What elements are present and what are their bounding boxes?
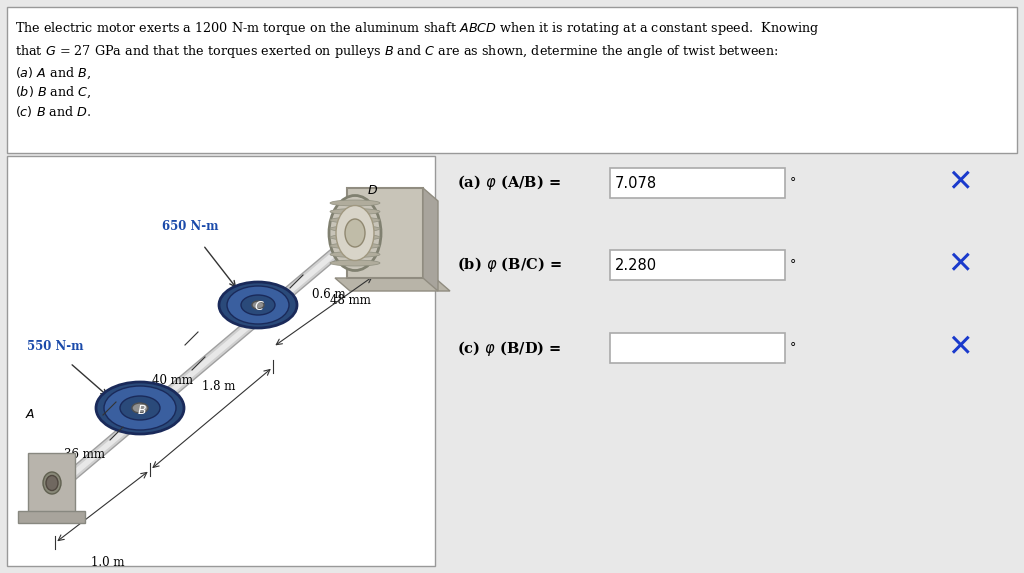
Ellipse shape	[330, 252, 380, 257]
Text: (a) $\varphi$ (A/B) =: (a) $\varphi$ (A/B) =	[457, 174, 561, 193]
Text: 1.0 m: 1.0 m	[91, 556, 124, 569]
Text: ✕: ✕	[947, 250, 973, 280]
Ellipse shape	[330, 209, 380, 214]
Ellipse shape	[252, 301, 264, 309]
Ellipse shape	[96, 382, 184, 434]
Polygon shape	[347, 188, 423, 278]
Ellipse shape	[43, 472, 61, 494]
Text: 40 mm: 40 mm	[152, 375, 193, 387]
Ellipse shape	[330, 226, 380, 231]
Text: 7.078: 7.078	[615, 175, 657, 190]
Text: 0.6 m: 0.6 m	[311, 288, 345, 301]
Text: 48 mm: 48 mm	[330, 293, 371, 307]
Polygon shape	[423, 188, 438, 291]
FancyBboxPatch shape	[610, 250, 785, 280]
Text: ✕: ✕	[947, 168, 973, 198]
Ellipse shape	[329, 195, 381, 270]
Ellipse shape	[219, 282, 297, 328]
Ellipse shape	[241, 295, 275, 315]
FancyBboxPatch shape	[7, 7, 1017, 153]
Text: °: °	[790, 176, 797, 190]
Text: $(a)$ $A$ and $B$,: $(a)$ $A$ and $B$,	[15, 66, 91, 81]
Ellipse shape	[104, 386, 176, 430]
Text: that $G$ = 27 GPa and that the torques exerted on pulleys $B$ and $C$ are as sho: that $G$ = 27 GPa and that the torques e…	[15, 43, 778, 60]
Text: (b) $\varphi$ (B/C) =: (b) $\varphi$ (B/C) =	[457, 256, 562, 274]
Ellipse shape	[330, 200, 380, 206]
FancyBboxPatch shape	[610, 168, 785, 198]
Ellipse shape	[227, 286, 289, 324]
Text: 2.280: 2.280	[615, 257, 657, 273]
Text: (c) $\varphi$ (B/D) =: (c) $\varphi$ (B/D) =	[457, 339, 561, 358]
Text: ✕: ✕	[947, 333, 973, 363]
Text: 1.8 m: 1.8 m	[203, 380, 236, 393]
Ellipse shape	[46, 476, 58, 490]
Text: $A$: $A$	[25, 409, 35, 422]
Polygon shape	[335, 278, 450, 291]
Text: 550 N-m: 550 N-m	[27, 340, 83, 353]
Ellipse shape	[330, 243, 380, 249]
Text: $(c)$ $B$ and $D$.: $(c)$ $B$ and $D$.	[15, 104, 91, 119]
Text: The electric motor exerts a 1200 N-m torque on the aluminum shaft $\mathit{ABCD}: The electric motor exerts a 1200 N-m tor…	[15, 20, 819, 37]
Text: °: °	[790, 342, 797, 355]
Polygon shape	[28, 453, 75, 515]
Text: 650 N-m: 650 N-m	[162, 220, 218, 233]
Ellipse shape	[330, 260, 380, 266]
Text: $C$: $C$	[254, 300, 264, 312]
Ellipse shape	[132, 403, 148, 413]
Ellipse shape	[330, 234, 380, 240]
Text: 36 mm: 36 mm	[65, 449, 105, 461]
Text: $(b)$ $B$ and $C$,: $(b)$ $B$ and $C$,	[15, 85, 92, 100]
Text: $D$: $D$	[368, 185, 379, 198]
Ellipse shape	[120, 396, 160, 420]
FancyBboxPatch shape	[7, 156, 435, 566]
Text: $B$: $B$	[137, 403, 146, 417]
Ellipse shape	[330, 217, 380, 223]
Ellipse shape	[345, 219, 365, 247]
FancyBboxPatch shape	[610, 333, 785, 363]
Ellipse shape	[336, 206, 374, 261]
Polygon shape	[18, 511, 85, 523]
Text: °: °	[790, 258, 797, 272]
